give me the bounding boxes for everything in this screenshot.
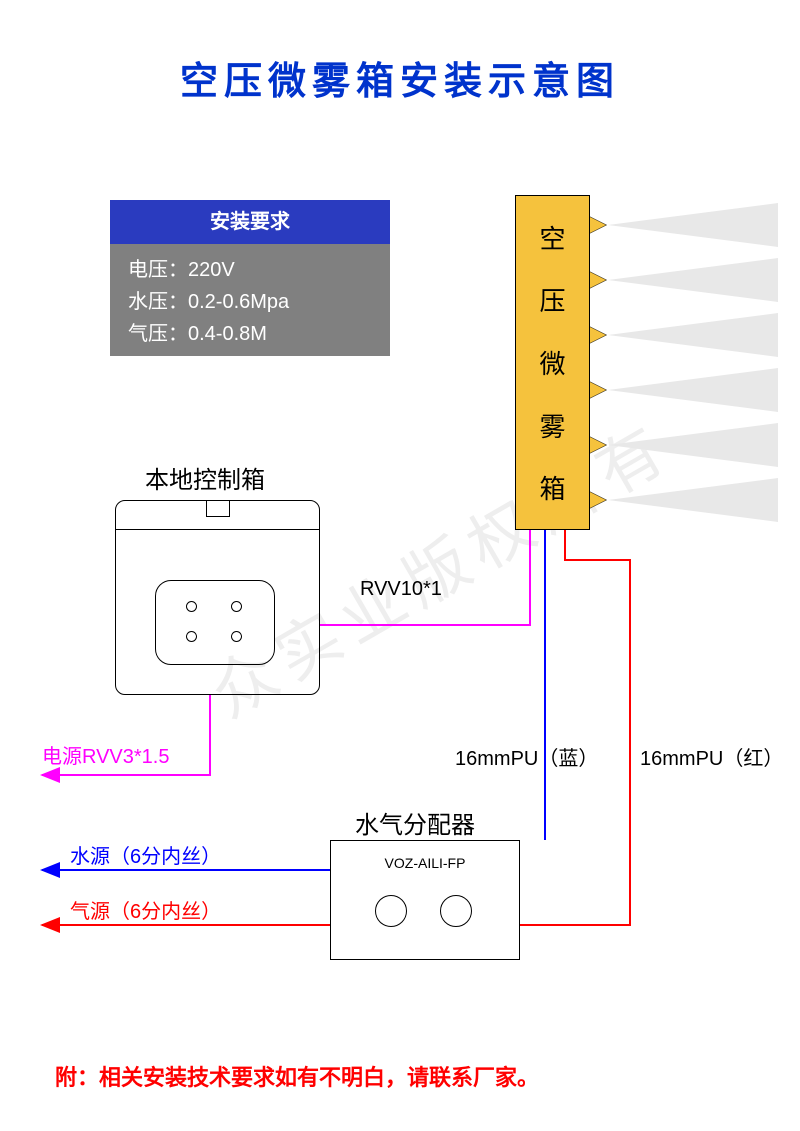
mist-box-char: 压 [516,281,589,318]
socket-hole [231,631,242,642]
nozzle-icon [590,217,606,233]
socket-hole [186,631,197,642]
mist-box-char: 微 [516,344,589,381]
nozzle-icon [590,327,606,343]
nozzle-icon [590,272,606,288]
wire-label-pu_red: 16mmPU（红） [640,742,783,771]
arrow-air [40,917,60,933]
socket-hole [231,601,242,612]
requirement-item: 电压：220V [128,254,372,286]
socket [155,580,275,665]
mist-box-char: 雾 [516,407,589,444]
wire-label-water: 水源（6分内丝） [70,840,221,869]
socket-hole [186,601,197,612]
requirement-item: 水压：0.2-0.6Mpa [128,286,372,318]
requirement-item: 气压：0.4-0.8M [128,318,372,350]
wire-label-rvv10: RVV10*1 [360,578,442,601]
nozzle-icon [590,382,606,398]
control-lid [116,529,319,530]
mist-box: 空压微雾箱 [515,195,590,530]
nozzle-icon [590,437,606,453]
wire-label-power: 电源RVV3*1.5 [42,740,169,769]
distributor-box: VOZ-AILI-FP [330,840,520,960]
requirements-header: 安装要求 [110,200,390,244]
requirements-box: 安装要求 电压：220V水压：0.2-0.6Mpa气压：0.4-0.8M [110,200,390,356]
footer-note: 附：相关安装技术要求如有不明白，请联系厂家。 [55,1060,539,1092]
distributor-port [440,895,472,927]
control-box-title: 本地控制箱 [145,460,265,495]
mist-box-char: 空 [516,219,589,256]
wire-label-air: 气源（6分内丝） [70,895,221,924]
arrow-water [40,862,60,878]
arrow-power [40,767,60,783]
page-title: 空压微雾箱安装示意图 [0,50,800,105]
control-notch [206,501,230,517]
distributor-port [375,895,407,927]
wire-label-pu_blue: 16mmPU（蓝） [455,742,598,771]
nozzle-icon [590,492,606,508]
mist-box-char: 箱 [516,469,589,506]
distributor-model: VOZ-AILI-FP [331,855,519,871]
wire-pu_red [520,530,630,925]
distributor-title: 水气分配器 [355,805,475,840]
requirements-body: 电压：220V水压：0.2-0.6Mpa气压：0.4-0.8M [110,244,390,356]
